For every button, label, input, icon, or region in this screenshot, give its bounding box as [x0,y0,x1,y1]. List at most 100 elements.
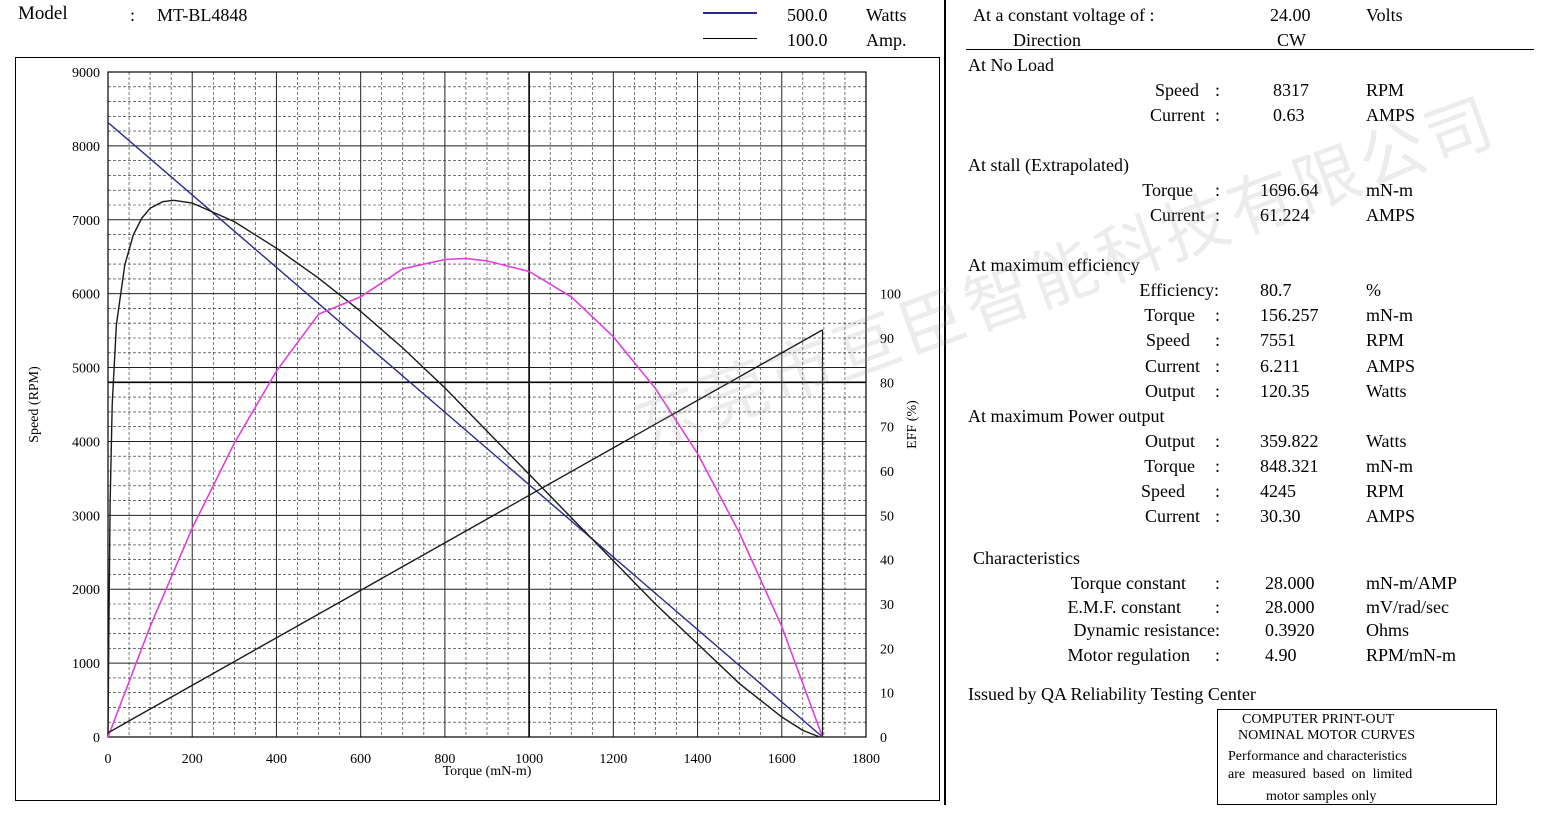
motor-curve-chart: 0 200 400 600 800 1000 1200 1400 1600 18000100020… [27,66,920,779]
y-left-tick-label: 2000 [72,583,100,598]
y-right-tick-label: 60 [880,465,894,480]
legend-power-line [703,12,757,14]
spec-value: 8317 [1273,80,1309,100]
power-curve [107,257,824,738]
spec-colon: : [1215,80,1221,100]
spec-label: Speed [1155,80,1199,100]
spec-unit: RPM [1366,330,1405,350]
spec-label: Torque [1144,456,1195,476]
direction-label: Direction [1013,30,1081,50]
spec-unit: RPM [1366,80,1405,100]
spec-label: Efficiency: [1139,280,1219,300]
spec-colon: : [1215,481,1221,501]
y-left-tick-label: 0 [93,731,100,746]
chart-frame: 0 200 400 600 800 1000 1200 1400 1600 1800 0 1000 20… [15,57,940,801]
y-right-tick-label: 90 [880,332,894,347]
spec-value: 848.321 [1260,456,1319,476]
y-right-tick-label: 100 [880,288,901,303]
x-tick-label: 600 [350,752,371,767]
spec-unit: Ohms [1366,620,1410,640]
note-line-4: are measured based on limited [1228,767,1413,782]
section-title-max-eff: At maximum efficiency [968,255,1140,275]
y-right-tick-label: 0 [880,731,887,746]
x-tick-label: 1800 [852,752,880,767]
spec-label: Speed [1146,330,1190,350]
spec-value: 30.30 [1260,506,1301,526]
spec-value: 156.257 [1260,305,1319,325]
y-left-tick-label: 5000 [72,362,100,377]
spec-label: Speed [1141,481,1185,501]
spec-unit: % [1366,280,1381,300]
spec-value: 359.822 [1260,431,1319,451]
legend-current-unit: Amp. [866,30,907,50]
spec-colon: : [1215,305,1221,325]
spec-label: Current [1150,105,1205,125]
spec-label: Torque constant [1070,573,1186,593]
note-line-1: COMPUTER PRINT-OUT [1242,712,1395,727]
spec-value: 6.211 [1260,356,1300,376]
x-tick-label: 400 [266,752,287,767]
legend-power-value: 500.0 [787,5,828,25]
model-value: MT-BL4848 [157,5,248,25]
spec-label: Torque [1144,305,1195,325]
spec-value: 4245 [1260,481,1296,501]
model-label: Model [18,3,68,24]
spec-unit: AMPS [1366,205,1416,225]
spec-label: Output [1144,431,1195,451]
x-tick-label: 800 [434,752,455,767]
plot-border [107,71,867,738]
spec-colon: : [1215,597,1221,617]
voltage-label: At a constant voltage of : [973,5,1155,25]
spec-value: 4.90 [1265,645,1297,665]
issued-by: Issued by QA Reliability Testing Center [968,684,1256,704]
spec-colon: : [1215,431,1221,451]
current-curve [107,329,823,734]
x-tick-label: 1600 [768,752,796,767]
speed-curve [107,121,823,738]
note-line-5: motor samples only [1266,789,1377,804]
spec-label: Output [1144,381,1195,401]
spec-colon: : [1215,573,1221,593]
y-left-tick-label: 8000 [72,140,100,155]
spec-colon: : [1215,645,1221,665]
spec-label: Current [1150,205,1205,225]
spec-colon: : [1215,506,1221,526]
header-divider [966,49,1534,50]
spec-unit: RPM [1366,481,1405,501]
spec-unit: AMPS [1366,506,1416,526]
spec-unit: Watts [1366,381,1407,401]
vertical-divider [944,0,946,805]
y-right-axis-label: EFF (%) [905,400,920,449]
spec-value: 61.224 [1260,205,1310,225]
spec-colon: : [1215,180,1221,200]
spec-label: Current [1145,356,1200,376]
voltage-value: 24.00 [1270,5,1311,25]
note-line-2: NOMINAL MOTOR CURVES [1238,728,1416,743]
voltage-unit: Volts [1366,5,1403,25]
model-colon: : [130,5,136,25]
efficiency-curve [107,199,820,738]
spec-unit: mN-m [1366,456,1413,476]
spec-label: E.M.F. constant [1067,597,1181,617]
x-axis-label: Torque (mN-m) [443,764,532,779]
legend-current-line [703,38,757,39]
y-left-tick-label: 9000 [72,66,100,81]
spec-label: Current [1145,506,1200,526]
spec-unit: AMPS [1366,356,1416,376]
spec-unit: mV/rad/sec [1366,597,1449,617]
note-line-3: Performance and characteristics [1228,749,1407,764]
spec-colon: : [1215,330,1221,350]
y-left-tick-label: 4000 [72,435,100,450]
spec-unit: RPM/mN-m [1366,645,1457,665]
section-title-stall: At stall (Extrapolated) [968,155,1129,175]
spec-value: 80.7 [1260,280,1292,300]
y-right-tick-label: 10 [880,687,894,702]
y-left-tick-label: 6000 [72,288,100,303]
x-tick-label: 1400 [684,752,712,767]
y-left-tick-label: 7000 [72,214,100,229]
legend-current-value: 100.0 [787,30,828,50]
spec-colon: : [1215,205,1221,225]
legend-power-unit: Watts [866,5,907,25]
spec-value: 0.3920 [1265,620,1315,640]
spec-label: Torque [1142,180,1193,200]
